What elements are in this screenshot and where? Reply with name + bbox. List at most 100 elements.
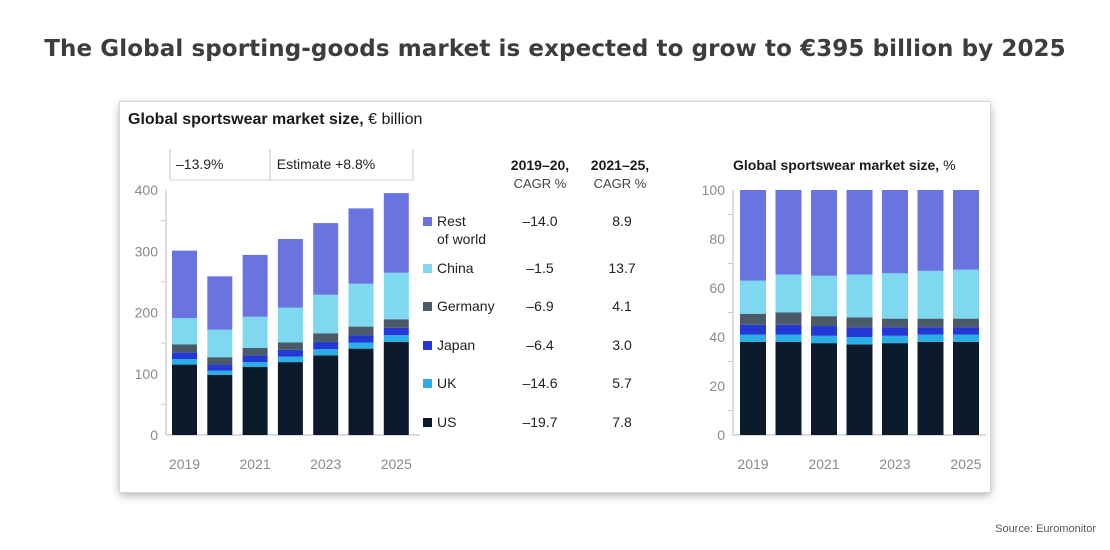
page-headline: The Global sporting-goods market is expe… <box>44 36 1066 62</box>
bar-segment-china <box>242 316 268 349</box>
bar-segment-japan <box>313 341 339 350</box>
cagr-header: 2019–20, <box>511 157 569 173</box>
y-tick-label: 40 <box>709 329 725 345</box>
cagr-value: 3.0 <box>612 337 632 353</box>
bar-segment-japan <box>882 327 908 336</box>
x-tick-label: 2023 <box>879 456 910 472</box>
bar-segment-china <box>917 270 944 319</box>
bar-segment-rest-of-world <box>811 190 837 276</box>
bar-segment-uk <box>348 342 374 349</box>
bar-segment-china <box>740 280 766 314</box>
bar-segment-rest-of-world <box>242 254 268 317</box>
right-chart-title: Global sportswear market size, % <box>733 157 956 173</box>
bar-segment-china <box>953 269 979 319</box>
cagr-value: 4.1 <box>612 298 632 314</box>
bar-segment-japan <box>811 325 837 336</box>
bar-segment-japan <box>740 324 766 335</box>
bar-segment-us <box>882 343 908 435</box>
bar-segment-germany <box>846 317 873 328</box>
bar-segment-germany <box>242 348 268 356</box>
bar-segment-rest-of-world <box>207 276 233 330</box>
chart-card: Global sportswear market size, € billion… <box>120 102 990 492</box>
bar-segment-germany <box>775 312 802 325</box>
bar-segment-japan <box>172 352 197 360</box>
cagr-value: 5.7 <box>612 375 632 391</box>
bar-segment-uk <box>953 334 979 342</box>
bar-segment-japan <box>348 335 374 343</box>
bar-segment-us <box>313 355 339 435</box>
cagr-value: –6.4 <box>526 337 553 353</box>
bar-segment-rest-of-world <box>740 190 766 281</box>
bar-segment-uk <box>242 362 268 368</box>
bar-segment-us <box>207 374 233 435</box>
bar-segment-germany <box>313 333 339 342</box>
bar-segment-uk <box>917 334 944 342</box>
bar-segment-rest-of-world <box>277 239 303 308</box>
bar-segment-japan <box>383 327 409 336</box>
legend-label: China <box>437 260 474 276</box>
legend-swatch-uk <box>423 379 432 388</box>
bar-segment-rest-of-world <box>917 190 944 271</box>
bar-segment-germany <box>207 357 233 365</box>
bar-segment-japan <box>277 349 303 357</box>
bar-segment-china <box>313 294 339 334</box>
bar-segment-rest-of-world <box>172 250 197 319</box>
cagr-value: –6.9 <box>526 298 553 314</box>
bar-segment-china <box>383 272 409 320</box>
cagr-value: 13.7 <box>608 260 635 276</box>
bar-segment-china <box>348 283 374 327</box>
y-tick-label: 300 <box>135 243 159 259</box>
bar-segment-us <box>775 341 802 435</box>
bar-segment-japan <box>917 327 944 335</box>
x-tick-label: 2019 <box>737 456 768 472</box>
bar-segment-rest-of-world <box>846 190 873 275</box>
bar-segment-germany <box>348 326 374 336</box>
bar-segment-china <box>277 307 303 343</box>
bar-segment-uk <box>775 334 802 342</box>
bar-segment-germany <box>953 318 979 328</box>
bar-segment-us <box>383 341 409 435</box>
bar-segment-uk <box>207 370 233 375</box>
legend-label: Germany <box>437 298 495 314</box>
y-tick-label: 100 <box>135 366 159 382</box>
bar-segment-rest-of-world <box>882 190 908 274</box>
source-note: Source: Euromonitor <box>995 523 1096 535</box>
legend-label: Japan <box>437 337 475 353</box>
bar-segment-us <box>277 362 303 435</box>
legend-swatch-rest-of-world <box>423 217 432 226</box>
y-tick-label: 0 <box>150 427 158 443</box>
cagr-header-sub: CAGR % <box>594 176 647 191</box>
bar-segment-germany <box>277 342 303 350</box>
x-tick-label: 2025 <box>381 456 412 472</box>
legend-swatch-germany <box>423 302 432 311</box>
y-tick-label: 400 <box>135 182 159 198</box>
cagr-value: 7.8 <box>612 414 632 430</box>
y-tick-label: 200 <box>135 305 159 321</box>
bar-segment-uk <box>882 335 908 344</box>
bar-segment-rest-of-world <box>953 190 979 270</box>
bar-segment-rest-of-world <box>313 223 339 295</box>
bar-segment-uk <box>313 349 339 356</box>
bar-segment-china <box>207 329 233 358</box>
bar-segment-uk <box>172 359 197 365</box>
bar-segment-uk <box>383 335 409 342</box>
bar-segment-us <box>172 364 197 435</box>
bar-segment-us <box>846 344 873 435</box>
cagr-value: –1.5 <box>526 260 553 276</box>
bar-segment-us <box>740 341 766 435</box>
bar-segment-china <box>811 275 837 317</box>
cagr-value: –14.0 <box>522 213 557 229</box>
legend-swatch-china <box>423 264 432 273</box>
bar-segment-china <box>846 274 873 318</box>
bar-segment-germany <box>740 313 766 325</box>
bar-segment-us <box>242 367 268 435</box>
y-tick-label: 100 <box>702 182 726 198</box>
x-tick-label: 2023 <box>310 456 341 472</box>
bar-segment-uk <box>846 337 873 345</box>
bar-segment-china <box>172 318 197 345</box>
x-tick-label: 2019 <box>169 456 200 472</box>
bar-segment-us <box>953 341 979 435</box>
bar-segment-japan <box>242 355 268 363</box>
legend-label: UK <box>437 375 457 391</box>
bar-segment-japan <box>846 327 873 337</box>
